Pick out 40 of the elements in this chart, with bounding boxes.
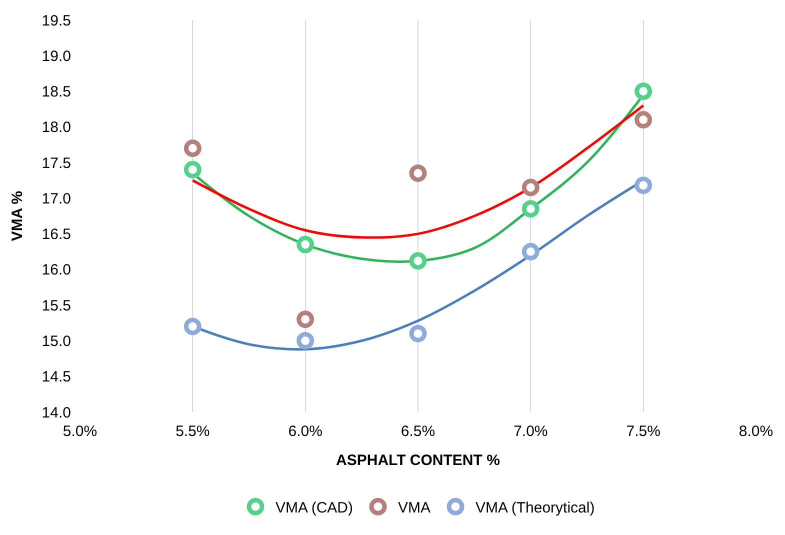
point (522, 200, 540, 218)
y-tick-label: 18.5 (42, 84, 71, 101)
point (296, 236, 314, 254)
x-axis-title: ASPHALT CONTENT % (336, 452, 500, 469)
point (522, 242, 540, 260)
y-tick-label: 19.0 (42, 48, 71, 65)
y-tick-label: 17.0 (42, 190, 71, 208)
point (184, 160, 202, 178)
y-tick-label: 17.5 (42, 154, 71, 172)
y-tick-label: 19.5 (42, 12, 71, 30)
x-tick-label: 6.0% (288, 423, 322, 440)
y-tick-label: 18.0 (42, 119, 71, 136)
legend-label: VMA (CAD) (276, 500, 354, 516)
x-tick-label: 6.5% (400, 423, 436, 440)
x-tick-label: 5.0% (62, 423, 98, 440)
y-tick-label: 14.5 (42, 368, 71, 386)
y-tick-label: 15.5 (42, 297, 71, 314)
x-tick-label: 8.0% (738, 423, 774, 440)
point (296, 310, 314, 328)
point (409, 324, 427, 342)
legend-label: VMA (Theorytical) (476, 500, 595, 516)
point (634, 176, 652, 194)
point (296, 332, 314, 350)
y-tick-label: 15.0 (42, 332, 71, 350)
point (409, 164, 427, 182)
legend-label: VMA (398, 500, 431, 516)
point (634, 82, 652, 100)
y-axis-title: VMA % (9, 190, 26, 242)
point (184, 140, 202, 158)
point (184, 318, 202, 336)
y-tick-label: 16.5 (42, 226, 71, 244)
x-tick-label: 5.5% (176, 423, 210, 440)
y-tick-label: 16.0 (42, 262, 71, 279)
line-series (191, 104, 645, 239)
x-tick-label: 7.0% (514, 423, 548, 440)
x-tick-label: 7.5% (626, 423, 660, 440)
point (522, 178, 540, 196)
point (409, 252, 427, 270)
point (634, 111, 652, 129)
y-tick-label: 14.0 (42, 404, 71, 422)
